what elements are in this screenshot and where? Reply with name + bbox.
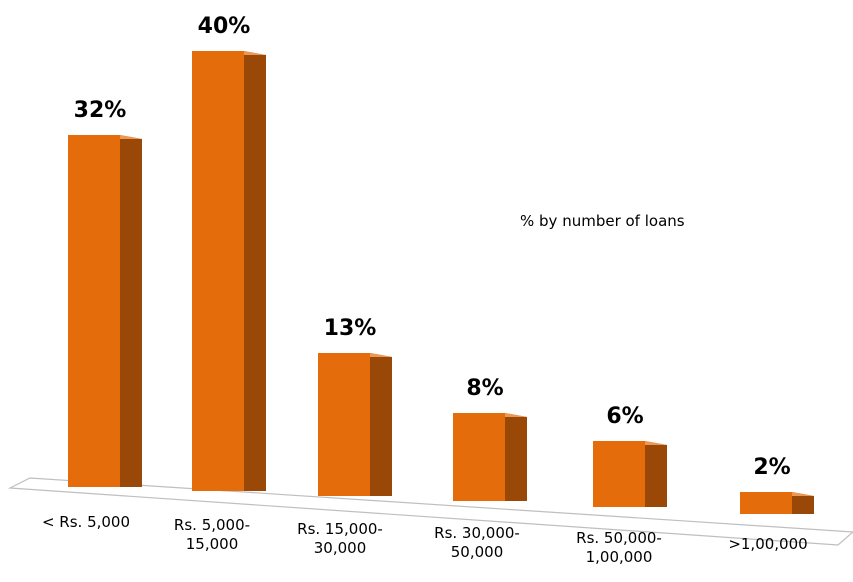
bar-side <box>370 353 392 496</box>
bar <box>453 413 505 501</box>
bar <box>68 135 120 487</box>
annotation: % by number of loans <box>520 212 685 230</box>
category-label: < Rs. 5,000 <box>41 513 131 531</box>
bar-side <box>505 413 527 501</box>
bar-side <box>645 441 667 507</box>
bar-side <box>792 492 814 514</box>
value-label: 32% <box>74 98 127 123</box>
value-label: 13% <box>324 316 377 341</box>
category-label: Rs. 50,000-1,00,000 <box>576 529 662 566</box>
category-label: Rs. 5,000-15,000 <box>173 516 251 553</box>
category-label: Rs. 15,000-30,000 <box>297 520 383 557</box>
bar-side <box>120 135 142 487</box>
bar <box>318 353 370 496</box>
bar <box>192 51 244 491</box>
bar-side <box>244 51 266 491</box>
value-label: 2% <box>753 455 790 480</box>
category-label: Rs. 30,000-50,000 <box>434 524 520 561</box>
value-label: 6% <box>606 404 643 429</box>
value-label: 40% <box>198 14 251 39</box>
category-label: >1,00,000 <box>728 535 808 553</box>
bar <box>740 492 792 514</box>
value-label: 8% <box>466 376 503 401</box>
floor <box>7 477 853 546</box>
bar <box>593 441 645 507</box>
